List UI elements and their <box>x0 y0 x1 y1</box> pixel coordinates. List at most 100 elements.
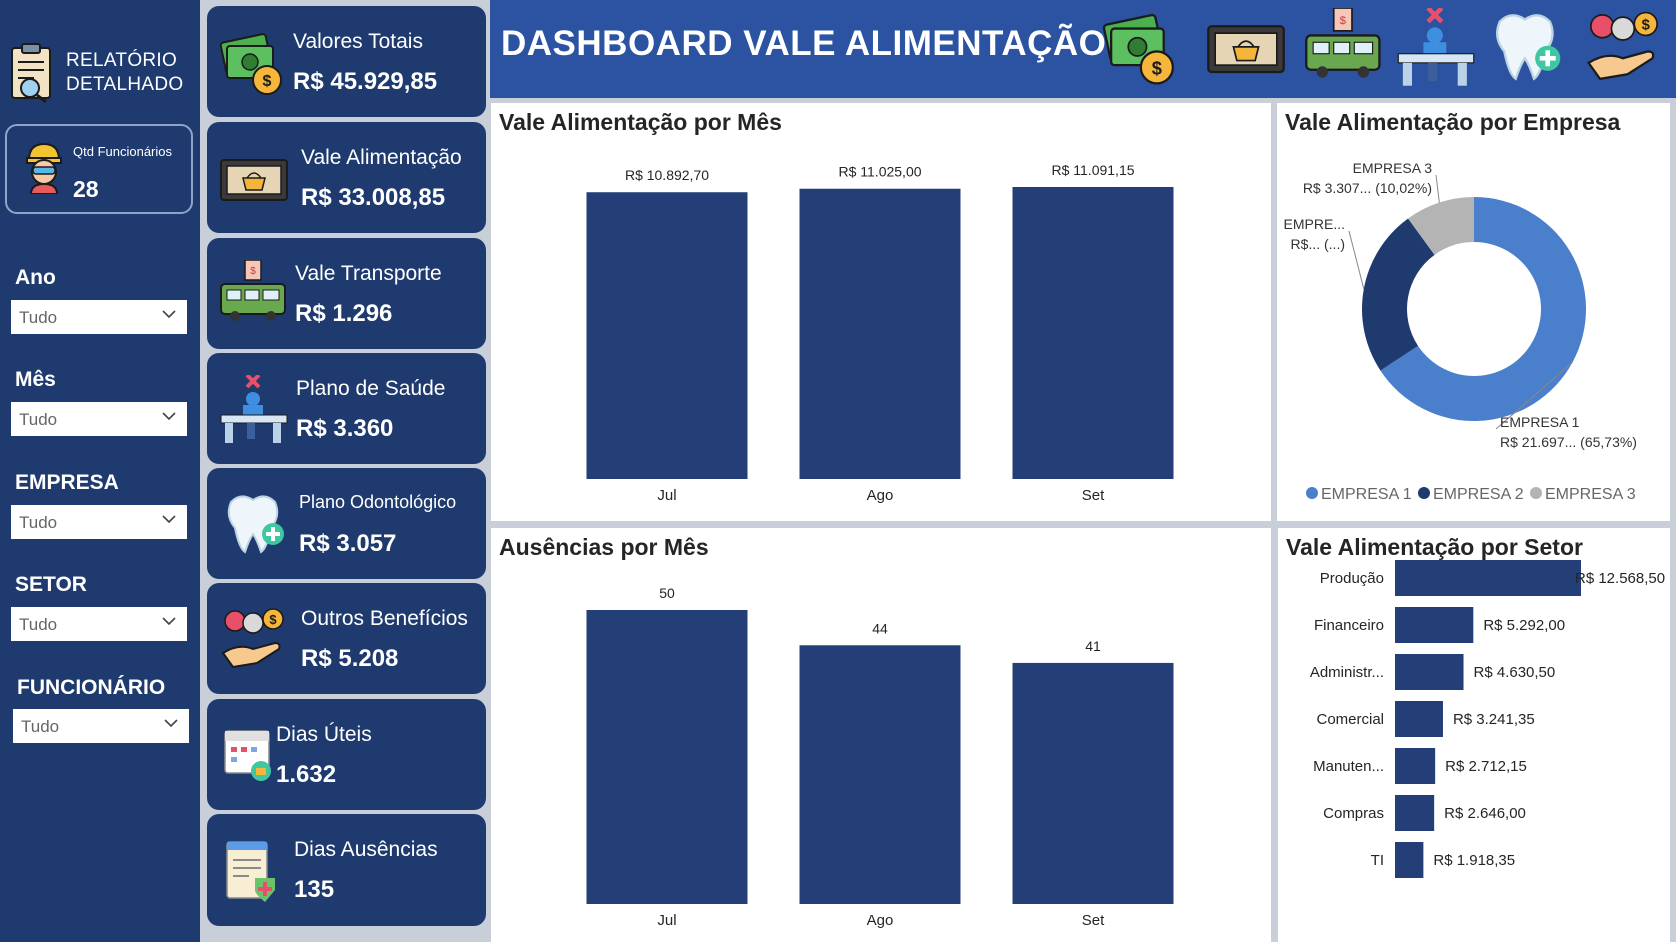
page-title: DASHBOARD VALE ALIMENTAÇÃO <box>501 24 1107 63</box>
data-label: R$ 12.568,50 <box>1575 570 1665 587</box>
slice-label: EMPRE... <box>1284 216 1345 232</box>
ausencias-por-mes-chart: 50 Jul 44 Ago 41 Set <box>586 585 1174 929</box>
legend-label: EMPRESA 3 <box>1545 486 1636 503</box>
donut-slice <box>1408 197 1474 255</box>
filter-mes-value: Tudo <box>19 410 58 429</box>
filter-empresa-value: Tudo <box>19 513 58 532</box>
leader-line <box>1348 230 1365 290</box>
leader-line <box>1495 361 1573 430</box>
kpi-label: Plano de Saúde <box>296 377 446 400</box>
filter-ano-value: Tudo <box>19 308 58 327</box>
bar <box>1395 654 1464 690</box>
bar <box>586 610 748 904</box>
kpi-label: Dias Ausências <box>294 838 438 861</box>
legend-marker <box>1530 487 1542 499</box>
bus-icon: $ <box>1305 8 1381 78</box>
svg-text:$: $ <box>269 612 277 627</box>
y-tick-label: Financeiro <box>1314 617 1384 634</box>
data-label: 44 <box>872 620 888 636</box>
calendar-icon <box>224 730 271 781</box>
employee-count-card: Qtd Funcionários 28 <box>5 124 193 214</box>
benefits-hand-icon: $ <box>1586 11 1658 81</box>
legend-marker <box>1306 487 1318 499</box>
filter-funcionario-label: FUNCIONÁRIO <box>17 676 166 699</box>
x-tick-label: Ago <box>867 487 894 504</box>
svg-text:$: $ <box>250 266 256 277</box>
kpi-card-outros-beneficios: $ Outros Benefícios R$ 5.208 <box>207 583 486 694</box>
slice-value-label: R$ 3.307... (10,02%) <box>1303 180 1432 196</box>
kpi-label: Plano Odontológico <box>299 492 457 512</box>
data-label: R$ 10.892,70 <box>625 167 709 183</box>
filter-setor-dropdown[interactable]: Tudo <box>11 607 187 641</box>
kpi-card-vale-alimentacao: Vale Alimentação R$ 33.008,85 <box>207 122 486 233</box>
y-tick-label: Produção <box>1320 570 1384 587</box>
y-tick-label: TI <box>1371 852 1384 869</box>
report-detail-button[interactable]: RELATÓRIO DETALHADO <box>6 38 196 108</box>
kpi-value: R$ 3.057 <box>299 530 397 557</box>
y-tick-label: Compras <box>1323 805 1384 822</box>
donut-slice <box>1362 218 1435 371</box>
kpi-card-vale-transporte: $ Vale Transporte R$ 1.296 <box>207 238 486 349</box>
kpi-value: R$ 5.208 <box>301 645 399 672</box>
filter-setor-value: Tudo <box>19 615 58 634</box>
food-voucher-icon <box>220 159 288 201</box>
bar <box>1395 607 1474 643</box>
x-tick-label: Set <box>1082 912 1105 929</box>
y-tick-label: Administr... <box>1310 664 1384 681</box>
kpi-value: R$ 1.296 <box>295 300 393 327</box>
slice-value-label: R$ 21.697... (65,73%) <box>1500 434 1637 450</box>
bar <box>1012 187 1174 479</box>
kpi-card-valores-totais: $ Valores Totais R$ 45.929,85 <box>207 6 486 117</box>
kpi-label: Valores Totais <box>293 30 423 53</box>
filter-mes-dropdown[interactable]: Tudo <box>11 402 187 436</box>
chevron-down-icon <box>162 515 176 524</box>
legend-label: EMPRESA 1 <box>1321 486 1412 503</box>
filter-empresa-dropdown[interactable]: Tudo <box>11 505 187 539</box>
filter-ano-dropdown[interactable]: Tudo <box>11 300 187 334</box>
health-desk-icon <box>1397 8 1475 86</box>
svg-text:$: $ <box>1642 18 1651 34</box>
legend-marker <box>1418 487 1430 499</box>
data-label: R$ 4.630,50 <box>1474 664 1556 681</box>
filter-ano-label: Ano <box>15 266 56 289</box>
filter-funcionario-dropdown[interactable]: Tudo <box>13 709 189 743</box>
money-icon: $ <box>219 33 282 95</box>
kpi-label: Vale Alimentação <box>301 146 462 169</box>
donut-slice <box>1380 197 1586 422</box>
va-por-empresa-chart: EMPRESA 1 R$ 21.697... (65,73%) EMPRE... R$… <box>1284 160 1637 503</box>
tooth-icon <box>1496 14 1561 81</box>
tooth-icon <box>227 495 284 554</box>
filter-setor-label: SETOR <box>15 573 87 596</box>
health-desk-icon <box>220 375 288 443</box>
data-label: 41 <box>1085 638 1101 654</box>
chart-title: Vale Alimentação por Empresa <box>1285 109 1621 135</box>
bus-icon: $ <box>220 260 286 321</box>
report-clipboard-icon <box>11 43 51 104</box>
data-label: R$ 11.091,15 <box>1051 162 1134 178</box>
chart-panel-va-por-empresa: Vale Alimentação por Empresa EMPRESA 1 R$… <box>1277 103 1670 521</box>
employee-count-label: Qtd Funcionários <box>73 144 172 159</box>
kpi-value: 135 <box>294 876 335 903</box>
bar <box>799 645 961 904</box>
kpi-card-plano-odontologico: Plano Odontológico R$ 3.057 <box>207 468 486 579</box>
kpi-label: Outros Benefícios <box>301 607 468 630</box>
svg-text:$: $ <box>263 73 272 90</box>
va-por-setor-chart: Produção R$ 12.568,50 Financeiro R$ 5.292,0… <box>1310 560 1665 878</box>
bar <box>799 188 961 479</box>
food-voucher-icon <box>1207 25 1285 74</box>
kpi-value: R$ 45.929,85 <box>293 68 438 95</box>
filter-funcionario-value: Tudo <box>21 717 60 736</box>
chevron-down-icon <box>162 617 176 626</box>
employee-count-value: 28 <box>73 176 99 202</box>
kpi-card-dias-ausencias: Dias Ausências 135 <box>207 814 486 926</box>
slice-label: EMPRESA 3 <box>1353 160 1433 176</box>
x-tick-label: Jul <box>657 487 676 504</box>
filter-mes-label: Mês <box>15 368 56 391</box>
benefits-hand-icon: $ <box>221 608 284 669</box>
money-icon: $ <box>1102 13 1174 85</box>
bar <box>1395 842 1424 878</box>
bar <box>586 192 748 479</box>
kpi-label: Vale Transporte <box>295 262 442 285</box>
x-tick-label: Jul <box>657 912 676 929</box>
chart-title: Vale Alimentação por Mês <box>499 109 782 135</box>
